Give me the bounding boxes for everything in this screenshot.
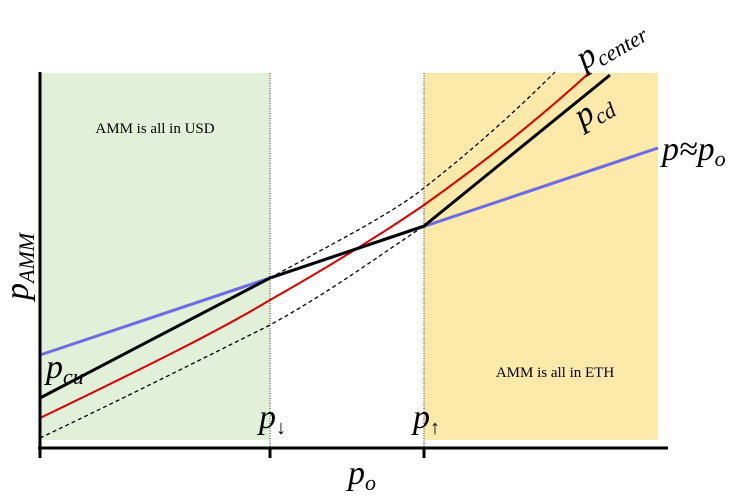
label-base: p	[411, 399, 430, 436]
label-sub: AMM	[14, 231, 39, 285]
label-base: p	[346, 455, 365, 492]
label-sub: ↑	[430, 417, 440, 439]
label-base: p≈p	[660, 131, 715, 168]
region-label: AMM is all in USD	[95, 121, 214, 137]
y-axis-label: pAMM	[0, 231, 39, 302]
label-base: p	[257, 399, 276, 436]
label-sub: o	[715, 146, 726, 171]
label-base: p	[0, 283, 36, 302]
label-base: p	[44, 349, 63, 386]
label-sub: center	[592, 22, 652, 71]
upper-dashed-curve	[269, 71, 556, 279]
tick-label: p↑	[411, 399, 440, 439]
approx-label: p≈po	[660, 131, 726, 171]
label-sub: ↓	[276, 417, 286, 439]
amm-price-curve	[39, 73, 611, 400]
x-axis-label: po	[346, 455, 376, 495]
label-sub: cu	[63, 364, 84, 389]
label-sub: o	[365, 470, 376, 495]
center-curve	[39, 71, 591, 419]
region-label: AMM is all in ETH	[496, 365, 614, 381]
cu-label: pcu	[44, 349, 84, 389]
center-label: pcenter	[568, 9, 652, 81]
eth-region	[424, 73, 658, 440]
lower-dashed-curve	[39, 225, 425, 439]
tick-label: p↓	[257, 399, 286, 439]
